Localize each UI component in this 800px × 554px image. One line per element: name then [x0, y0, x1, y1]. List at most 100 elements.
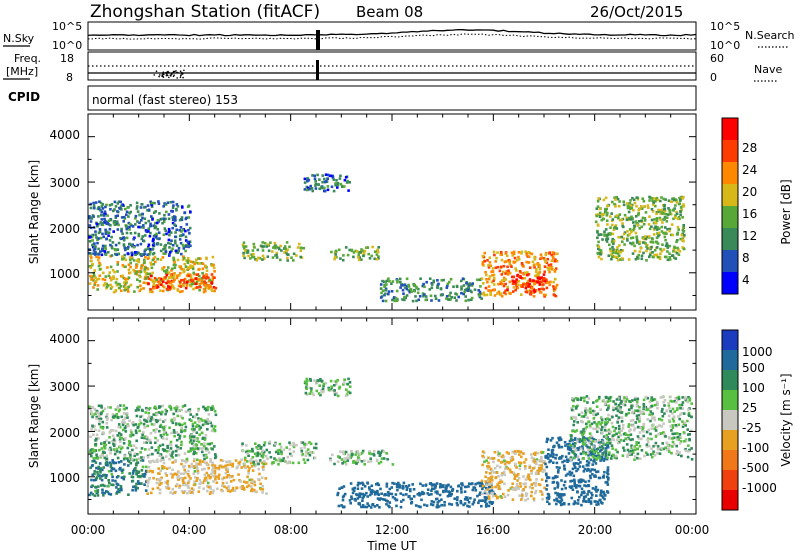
scatter-cell — [178, 234, 182, 238]
scatter-cell — [655, 219, 659, 222]
scatter-cell — [159, 478, 162, 481]
scatter-cell — [321, 387, 325, 391]
scatter-cell — [155, 284, 159, 287]
scatter-cell — [618, 427, 621, 431]
scatter-cell — [150, 215, 153, 218]
scatter-cell — [161, 256, 165, 259]
scatter-cell — [126, 457, 129, 460]
scatter-cell — [159, 434, 163, 437]
scatter-cell — [91, 473, 94, 477]
scatter-cell — [596, 205, 600, 208]
scatter-cell — [175, 422, 178, 425]
scatter-cell — [140, 456, 143, 459]
scatter-cell — [362, 254, 365, 258]
scatter-cell — [119, 404, 122, 407]
scatter-cell — [191, 465, 194, 468]
scatter-cell — [302, 458, 306, 461]
scatter-cell — [172, 263, 176, 267]
scatter-cell — [144, 435, 147, 439]
scatter-cell — [512, 286, 516, 289]
scatter-cell — [504, 292, 508, 296]
scatter-cell — [214, 466, 218, 470]
scatter-cell — [165, 273, 169, 277]
scatter-cell — [488, 256, 492, 259]
scatter-cell — [165, 410, 169, 413]
scatter-cell — [138, 221, 141, 225]
scatter-cell — [363, 505, 366, 509]
scatter-cell — [525, 252, 528, 255]
scatter-cell — [524, 250, 527, 253]
scatter-cell — [618, 244, 621, 247]
scatter-cell — [567, 459, 571, 462]
scatter-cell — [455, 501, 459, 505]
scatter-cell — [349, 482, 353, 485]
scatter-cell — [572, 462, 576, 465]
scatter-cell — [147, 243, 151, 247]
scatter-cell — [206, 481, 210, 485]
scatter-cell — [192, 488, 195, 491]
scatter-cell — [158, 483, 161, 487]
scatter-cell — [371, 503, 374, 507]
scatter-cell — [447, 298, 450, 301]
scatter-cell — [534, 489, 538, 493]
nave-dip-point — [171, 73, 173, 76]
scatter-cell — [410, 497, 413, 501]
scatter-cell — [657, 255, 660, 259]
scatter-cell — [109, 406, 112, 409]
scatter-cell — [638, 240, 642, 244]
scatter-cell — [377, 246, 380, 249]
scatter-cell — [580, 487, 584, 491]
scatter-cell — [125, 225, 128, 228]
scatter-cell — [181, 405, 185, 408]
scatter-cell — [97, 415, 101, 418]
scatter-cell — [652, 444, 655, 448]
scatter-cell — [653, 253, 656, 257]
nave-dip-point — [171, 72, 173, 74]
scatter-cell — [506, 493, 510, 497]
scatter-cell — [161, 268, 164, 271]
scatter-cell — [174, 218, 177, 222]
scatter-cell — [126, 252, 130, 255]
scatter-cell — [652, 255, 655, 259]
scatter-cell — [418, 295, 422, 298]
scatter-cell — [143, 472, 147, 476]
scatter-cell — [160, 412, 163, 416]
scatter-cell — [99, 236, 103, 240]
scatter-cell — [517, 461, 521, 464]
scatter-cell — [174, 215, 177, 219]
scatter-cell — [101, 427, 105, 430]
scatter-cell — [581, 447, 584, 451]
scatter-cell — [647, 235, 651, 238]
scatter-cell — [504, 289, 507, 293]
nave-dip-point — [176, 77, 178, 79]
scatter-cell — [274, 450, 278, 454]
scatter-cell — [401, 298, 404, 301]
scatter-cell — [667, 207, 670, 210]
scatter-cell — [214, 286, 218, 290]
scatter-cell — [488, 483, 491, 486]
scatter-cell — [656, 225, 659, 229]
scatter-cell — [116, 214, 119, 217]
scatter-cell — [568, 442, 571, 446]
scatter-cell — [147, 208, 151, 212]
scatter-cell — [272, 246, 275, 249]
scatter-cell — [421, 492, 425, 496]
scatter-cell — [391, 481, 394, 485]
scatter-cell — [354, 453, 357, 456]
scatter-cell — [132, 423, 135, 427]
scatter-cell — [443, 504, 446, 507]
scatter-cell — [196, 437, 199, 440]
scatter-cell — [515, 466, 518, 469]
scatter-cell — [128, 419, 131, 423]
scatter-cell — [314, 446, 318, 450]
scatter-cell — [421, 292, 425, 295]
scatter-cell — [376, 492, 380, 496]
scatter-cell — [139, 287, 143, 291]
scatter-cell — [352, 255, 355, 259]
scatter-cell — [600, 490, 604, 494]
scatter-cell — [326, 185, 330, 188]
scatter-cell — [369, 457, 372, 460]
scatter-cell — [439, 483, 442, 486]
scatter-cell — [676, 396, 679, 400]
scatter-cell — [607, 476, 610, 480]
